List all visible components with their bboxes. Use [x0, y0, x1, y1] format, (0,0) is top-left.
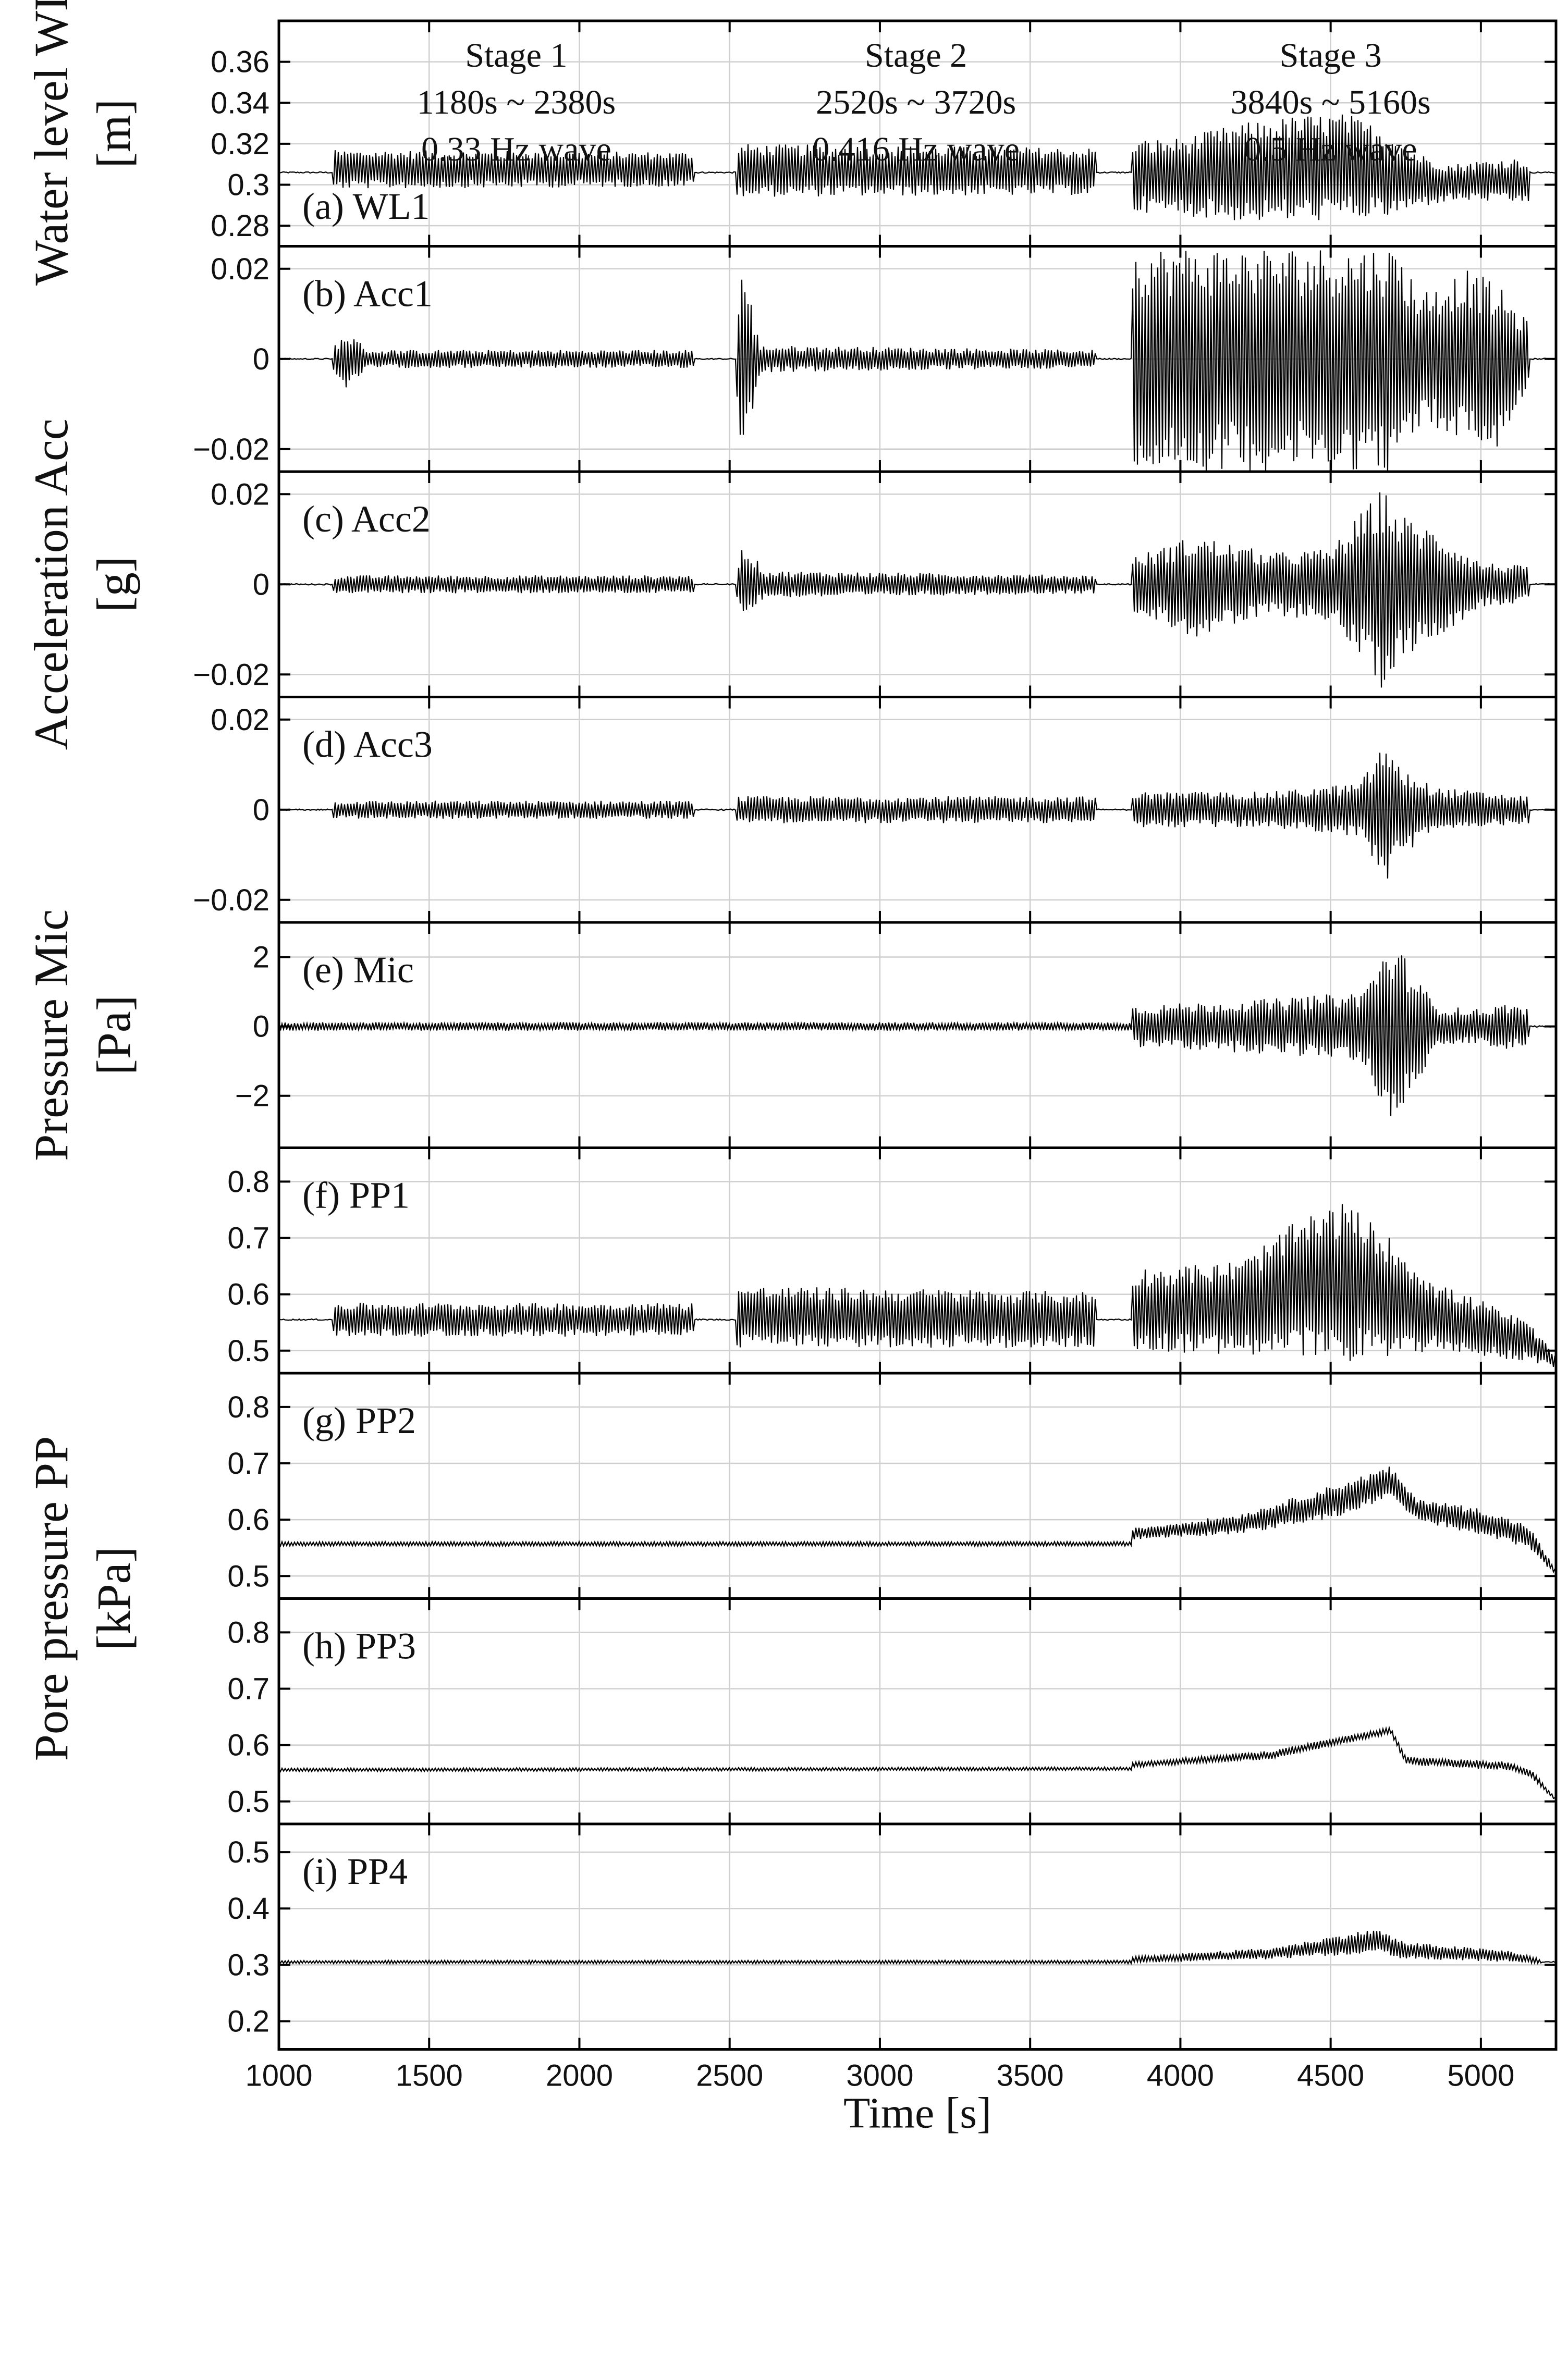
signal-trace [279, 1725, 1555, 1799]
y-axis-unit: [kPa] [87, 1547, 140, 1650]
x-tick-label: 3000 [846, 2059, 913, 2093]
y-tick-label: 0.02 [211, 477, 270, 511]
y-tick-label: −0.02 [193, 883, 270, 917]
signal-trace [279, 492, 1555, 688]
signal-trace [279, 1466, 1555, 1574]
y-tick-label: 0.8 [227, 1165, 270, 1199]
x-tick-label: 3500 [997, 2059, 1064, 2093]
y-tick-label: 0.5 [227, 1334, 270, 1368]
panel-8: 0.5 0.6 0.7 0.8 (h) PP3 [227, 1597, 1558, 1826]
x-tick-label: 4500 [1297, 2059, 1364, 2093]
y-axis-label: Water level WL [24, 0, 78, 286]
y-group-label-1: Water level WL [m] [24, 0, 140, 286]
y-axis-unit: [m] [87, 99, 140, 168]
y-tick-label: 0.7 [227, 1672, 270, 1706]
panel-9: 0.2 0.3 0.4 0.5 (i) PP4 [227, 1822, 1558, 2051]
x-tick-label: 1000 [245, 2059, 312, 2093]
stage-annotation-1: Stage 1 1180s ~ 2380s 0.33 Hz wave [417, 36, 616, 168]
y-tick-label: 0 [253, 1010, 270, 1044]
y-tick-label: −0.02 [193, 433, 270, 466]
y-tick-label: 0.6 [227, 1503, 270, 1537]
x-axis-label: Time [s] [843, 2089, 991, 2138]
y-tick-label: 0.7 [227, 1447, 270, 1481]
panel-frame [277, 1822, 1558, 2051]
y-tick-label: 0.02 [211, 252, 270, 286]
signal-trace [279, 250, 1555, 472]
stage-wave: 0.416 Hz wave [812, 130, 1020, 168]
y-tick-label: 0.28 [211, 209, 270, 243]
panel-label: (a) WL1 [302, 186, 430, 227]
y-tick-label: 0.5 [227, 1559, 270, 1593]
y-tick-label: 0.36 [211, 45, 270, 79]
signal-trace [279, 753, 1555, 879]
x-tick-label: 4000 [1147, 2059, 1214, 2093]
x-tick-label: 2000 [546, 2059, 613, 2093]
panel-2: −0.02 0 0.02 (b) Acc1 [193, 245, 1558, 473]
y-tick-label: 0.6 [227, 1729, 270, 1762]
stage-range: 3840s ~ 5160s [1231, 83, 1431, 121]
signal-trace [279, 955, 1555, 1116]
y-axis-unit: [g] [87, 557, 140, 612]
stage-name: Stage 2 [865, 36, 967, 75]
panel-label: (h) PP3 [302, 1625, 416, 1667]
panel-label: (f) PP1 [302, 1175, 410, 1216]
y-group-label-3: Pressure Mic [Pa] [24, 909, 140, 1161]
signal-trace [279, 1204, 1556, 1367]
stage-range: 1180s ~ 2380s [417, 83, 616, 121]
panel-4: −0.02 0 0.02 (d) Acc3 [193, 696, 1558, 924]
y-tick-label: 0.5 [227, 1835, 270, 1869]
y-axis-unit: [Pa] [87, 995, 140, 1075]
panel-label: (i) PP4 [302, 1851, 408, 1892]
panel-label: (g) PP2 [302, 1400, 416, 1441]
y-tick-label: 0 [253, 568, 270, 601]
y-group-label-2: Acceleration Acc [g] [24, 418, 140, 750]
y-tick-label: −0.02 [193, 658, 270, 692]
stage-name: Stage 3 [1280, 36, 1382, 75]
y-tick-label: 0.4 [227, 1892, 270, 1926]
y-axis-label: Pore pressure PP [24, 1436, 78, 1761]
y-tick-label: 0.34 [211, 86, 270, 120]
panel-3: −0.02 0 0.02 (c) Acc2 [193, 470, 1558, 698]
panel-label: (d) Acc3 [302, 724, 433, 766]
signal-trace [279, 114, 1555, 220]
x-tick-label: 2500 [696, 2059, 763, 2093]
panel-label: (b) Acc1 [302, 273, 433, 315]
stage-wave: 0.33 Hz wave [421, 130, 611, 168]
stage-wave: 0.5 Hz wave [1244, 130, 1417, 168]
y-tick-label: 2 [253, 941, 270, 975]
y-tick-label: 0.3 [227, 1948, 270, 1982]
x-tick-label: 5000 [1447, 2059, 1514, 2093]
y-tick-label: 0.3 [227, 168, 270, 202]
y-tick-label: 0.02 [211, 703, 270, 737]
panel-7: 0.5 0.6 0.7 0.8 (g) PP2 [227, 1372, 1558, 1600]
y-tick-label: 0.2 [227, 2004, 270, 2038]
stage-name: Stage 1 [465, 36, 567, 75]
y-tick-label: 0.6 [227, 1278, 270, 1312]
panel-label: (c) Acc2 [302, 498, 431, 540]
y-tick-label: 0.5 [227, 1785, 270, 1819]
panel-label: (e) Mic [302, 949, 414, 991]
panel-frame [277, 921, 1558, 1149]
stage-range: 2520s ~ 3720s [816, 83, 1016, 121]
y-group-label-4: Pore pressure PP [kPa] [24, 1436, 140, 1761]
stage-annotation-2: Stage 2 2520s ~ 3720s 0.416 Hz wave [812, 36, 1020, 168]
y-tick-label: 0 [253, 793, 270, 827]
y-tick-label: 0.32 [211, 127, 270, 161]
panel-6: 0.5 0.6 0.7 0.8 (f) PP1 [227, 1146, 1558, 1375]
panel-1: 0.28 0.3 0.32 0.34 0.36 (a) WL1 [211, 19, 1558, 248]
stage-annotation-3: Stage 3 3840s ~ 5160s 0.5 Hz wave [1231, 36, 1431, 168]
y-tick-label: 0 [253, 342, 270, 376]
y-axis-label: Pressure Mic [24, 909, 78, 1161]
y-tick-label: 0.8 [227, 1390, 270, 1424]
signal-trace [279, 1930, 1555, 1965]
y-tick-label: −2 [235, 1079, 270, 1113]
y-axis-label: Acceleration Acc [24, 418, 78, 750]
y-tick-label: 0.7 [227, 1222, 270, 1255]
panel-5: −2 0 2 (e) Mic [235, 921, 1558, 1149]
y-tick-label: 0.8 [227, 1616, 270, 1649]
x-tick-label: 1500 [396, 2059, 463, 2093]
